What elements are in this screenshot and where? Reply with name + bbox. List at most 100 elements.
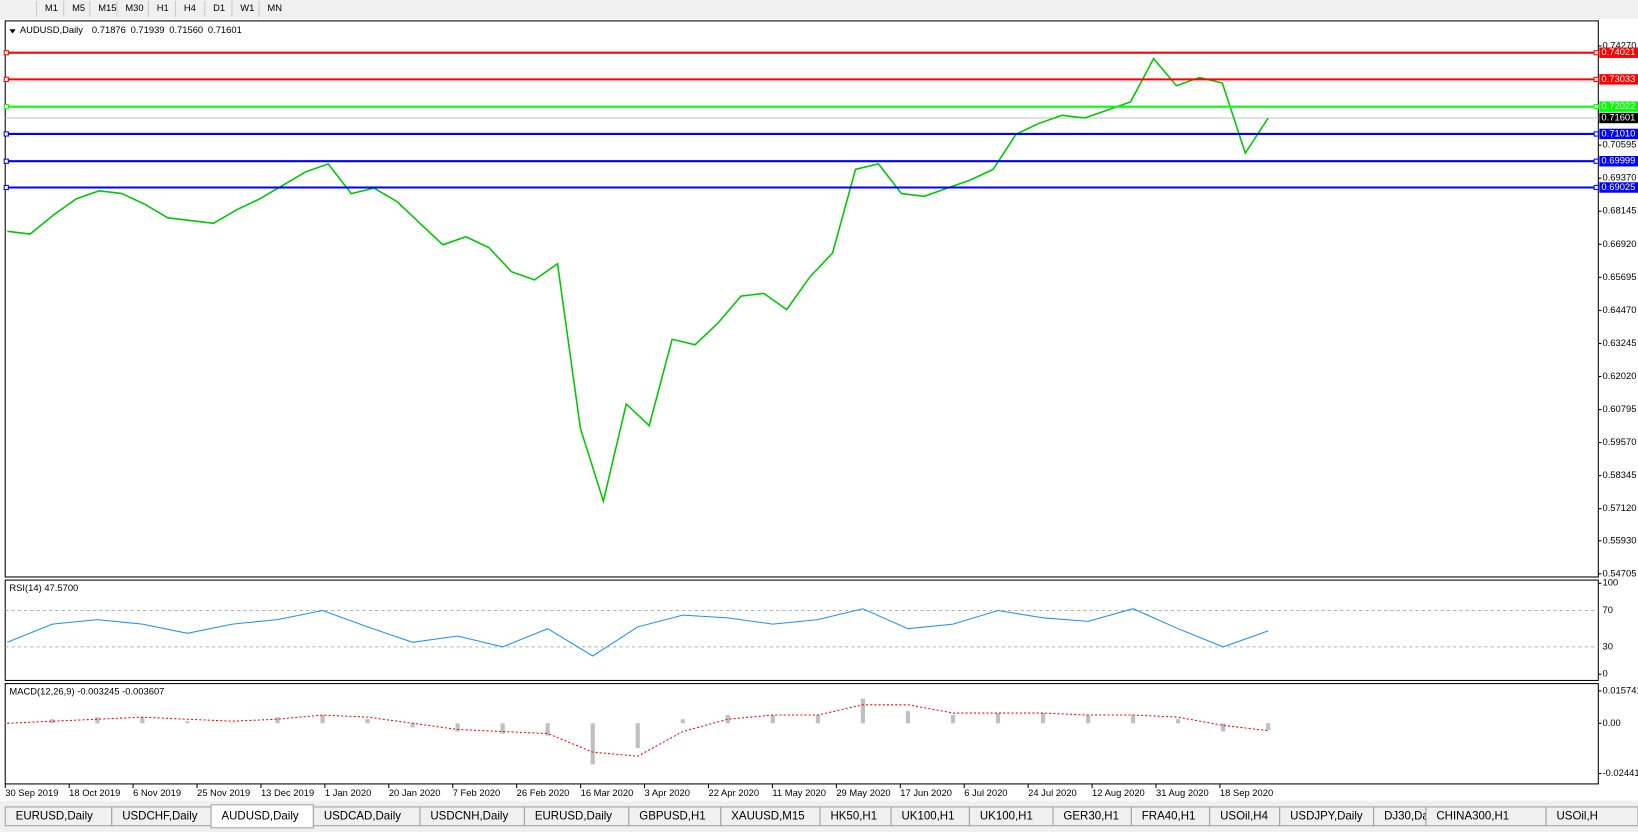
price-tick-label: 0.62020	[1602, 370, 1636, 381]
level-handle	[3, 104, 9, 110]
tab-label[interactable]: XAUUSD,M15	[731, 810, 804, 822]
rsi-tick-label: 0	[1602, 668, 1607, 679]
rsi-tick-label: 100	[1602, 577, 1618, 588]
ohlc-value: 0.71601	[208, 24, 242, 35]
level-label-box	[1599, 156, 1638, 167]
timeframe-button[interactable]: M5	[72, 2, 85, 13]
timeframe-button[interactable]: D1	[213, 2, 225, 13]
macd-panel	[4, 683, 1599, 785]
macd-bar	[1266, 723, 1271, 730]
ohlc-value: 0.71560	[169, 24, 203, 35]
level-label-box	[1599, 101, 1638, 112]
rsi-line	[7, 608, 1269, 657]
macd-bar	[1040, 713, 1046, 724]
macd-tick-label: -0.02441	[1602, 767, 1638, 778]
macd-tick-label: 0.00	[1602, 717, 1620, 728]
tab-label[interactable]: USOil,H4	[1220, 810, 1268, 822]
date-label: 22 Apr 2020	[708, 787, 759, 798]
main-panel	[4, 20, 1599, 578]
date-label: 29 May 2020	[836, 787, 890, 798]
price-tick-label: 0.63245	[1602, 337, 1636, 348]
macd-bar	[590, 723, 595, 765]
timeframe-button[interactable]: H4	[184, 2, 196, 13]
timeframe-button[interactable]: M15	[98, 2, 116, 13]
tab-label[interactable]: USDJPY,Daily	[1290, 810, 1363, 822]
toolbar	[0, 0, 1638, 19]
tab-label[interactable]: GER30,H1	[1063, 810, 1119, 822]
ohlc-value: 0.71876	[92, 24, 126, 35]
tab-label[interactable]: GBPUSD,H1	[639, 810, 705, 822]
current-price-box	[1599, 112, 1638, 124]
price-tick-label: 0.59570	[1602, 436, 1636, 447]
level-handle	[3, 131, 9, 137]
macd-bar	[860, 698, 866, 724]
level-handle	[3, 184, 9, 191]
level-handle	[1593, 131, 1599, 137]
level-handle	[1593, 158, 1599, 164]
current-price-label: 0.71601	[1601, 111, 1635, 122]
macd-signal	[7, 704, 1269, 757]
macd-bar	[320, 715, 325, 724]
level-label-box	[1599, 182, 1638, 193]
price-tick-label: 0.65695	[1602, 271, 1636, 282]
level-handle	[1593, 184, 1599, 191]
macd-bar	[275, 717, 280, 724]
level-handle	[3, 50, 9, 56]
tab[interactable]	[1545, 806, 1638, 827]
date-label: 30 Sep 2019	[5, 787, 58, 798]
tab-label[interactable]: EURUSD,Daily	[535, 810, 612, 822]
tab-label[interactable]: FRA40,H1	[1142, 810, 1196, 822]
level-handle	[1593, 76, 1599, 82]
macd-bar	[1221, 723, 1226, 732]
macd-bar	[635, 723, 640, 748]
date-label: 6 Nov 2019	[133, 787, 181, 798]
tab-label[interactable]: AUDUSD,Daily	[221, 810, 298, 822]
tab-label[interactable]: HK50,H1	[830, 810, 877, 822]
level-label: 0.74021	[1601, 46, 1635, 57]
date-label: 17 Jun 2020	[900, 787, 952, 798]
price-line	[7, 57, 1269, 505]
timeframe-button[interactable]: H1	[157, 2, 169, 13]
level-handle	[3, 76, 9, 82]
tab-label[interactable]: USDCHF,Daily	[122, 810, 198, 822]
level-label-box	[1599, 74, 1638, 85]
macd-bar	[995, 713, 1001, 724]
tab-label[interactable]: CHINA300,H1	[1436, 810, 1509, 822]
tab-label[interactable]: UK100,H1	[980, 810, 1033, 822]
tab-label[interactable]: USDCNH,Daily	[430, 810, 508, 822]
price-tick-label: 0.58345	[1602, 469, 1636, 480]
rsi-header: RSI(14) 47.5700	[9, 582, 78, 593]
level-label: 0.73033	[1601, 73, 1635, 84]
timeframe-button[interactable]: M30	[125, 2, 143, 13]
rsi-tick-label: 30	[1602, 640, 1612, 651]
rsi-panel	[4, 579, 1599, 681]
date-label: 12 Aug 2020	[1092, 787, 1145, 798]
tab-label[interactable]: EURUSD,Daily	[16, 810, 93, 822]
date-label: 24 Jul 2020	[1028, 787, 1077, 798]
level-handle	[1593, 50, 1599, 56]
date-label: 13 Dec 2019	[261, 787, 314, 798]
macd-bar	[455, 723, 460, 732]
symbol-header: AUDUSD,Daily	[20, 24, 83, 35]
tab-label[interactable]: UK100,H1	[902, 810, 955, 822]
level-label: 0.69025	[1601, 181, 1635, 192]
price-tick-label: 0.64470	[1602, 304, 1636, 315]
level-label-box	[1599, 47, 1638, 58]
tab-label[interactable]: USOil,H	[1557, 810, 1598, 822]
price-tick-label: 0.57120	[1602, 502, 1636, 513]
timeframe-button[interactable]: W1	[240, 2, 254, 13]
macd-header: MACD(12,26,9) -0.003245 -0.003607	[9, 685, 164, 696]
ohlc-value: 0.71939	[131, 24, 165, 35]
tab-label[interactable]: USDCAD,Daily	[324, 810, 401, 822]
date-label: 18 Oct 2019	[69, 787, 120, 798]
macd-bar	[1085, 715, 1091, 724]
date-label: 16 Mar 2020	[581, 787, 634, 798]
date-label: 3 Apr 2020	[645, 787, 690, 798]
macd-bar	[50, 719, 55, 724]
macd-bar	[410, 723, 415, 728]
rsi-tick-label: 70	[1602, 604, 1612, 615]
timeframe-button[interactable]: M1	[45, 2, 58, 13]
price-tick-label: 0.60795	[1602, 403, 1636, 414]
timeframe-button[interactable]: MN	[267, 2, 282, 13]
